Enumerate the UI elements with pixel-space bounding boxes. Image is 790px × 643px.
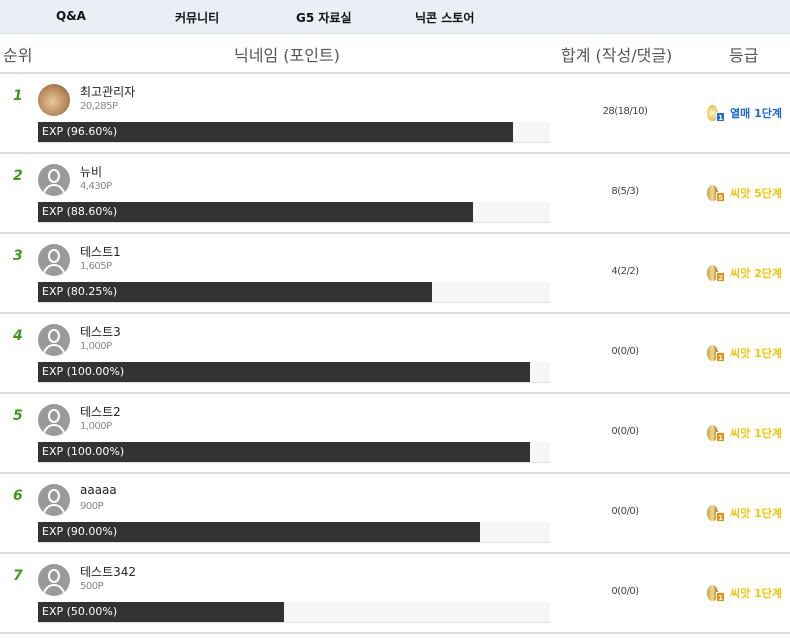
exp-label: EXP (100.00%): [42, 445, 125, 458]
nav-g5-files[interactable]: G5 자료실: [296, 11, 352, 25]
table-row: 1 최고관리자 20,285P EXP (96.60%) 28(18/10) 1…: [0, 74, 790, 154]
exp-bar-fill: [38, 282, 433, 302]
grade-label: 열매 1단계: [730, 107, 782, 120]
post-comment-total: 0(0/0): [611, 506, 639, 517]
post-comment-total: 0(0/0): [611, 586, 639, 597]
exp-bar: EXP (80.25%): [38, 282, 550, 303]
member-name[interactable]: 테스트2: [80, 405, 121, 419]
exp-label: EXP (96.60%): [42, 125, 118, 138]
grade: 1 씨앗 1단계: [705, 424, 782, 442]
header-rank: 순위: [3, 46, 33, 65]
member-name[interactable]: 테스트1: [80, 245, 121, 259]
exp-bar: EXP (88.60%): [38, 202, 550, 223]
member-name[interactable]: aaaaa: [80, 483, 117, 497]
grade-label: 씨앗 1단계: [730, 587, 782, 600]
table-row: 3 테스트1 1,605P EXP (80.25%) 4(2/2) 2 씨앗 2…: [0, 234, 790, 314]
member-points: 500P: [80, 581, 104, 592]
seed-grade-icon: 2: [705, 264, 727, 282]
header-total: 합계 (작성/댓글): [561, 46, 673, 65]
exp-bar-fill: [38, 362, 530, 382]
exp-bar: EXP (100.00%): [38, 362, 550, 383]
fruit-grade-icon: 1: [705, 104, 727, 122]
rank-number: 6: [13, 488, 23, 504]
grade: 1 씨앗 1단계: [705, 504, 782, 522]
nav-nickcon-store[interactable]: 닉콘 스토어: [415, 11, 475, 25]
grade: 2 씨앗 2단계: [705, 264, 782, 282]
avatar[interactable]: [38, 484, 70, 516]
avatar[interactable]: [38, 164, 70, 196]
grade: 1 씨앗 1단계: [705, 344, 782, 362]
grade: 1 열매 1단계: [705, 104, 782, 122]
table-row: 2 뉴비 4,430P EXP (88.60%) 8(5/3) 5 씨앗 5단계: [0, 154, 790, 234]
post-comment-total: 0(0/0): [611, 426, 639, 437]
member-name[interactable]: 테스트3: [80, 325, 121, 339]
exp-label: EXP (88.60%): [42, 205, 118, 218]
grade-label: 씨앗 1단계: [730, 507, 782, 520]
member-name[interactable]: 테스트342: [80, 565, 137, 579]
rank-number: 3: [13, 248, 23, 264]
table-row: 7 테스트342 500P EXP (50.00%) 0(0/0) 1 씨앗 1…: [0, 554, 790, 634]
post-comment-total: 4(2/2): [611, 266, 639, 277]
exp-bar-fill: [38, 122, 513, 142]
seed-grade-icon: 1: [705, 344, 727, 362]
member-points: 1,605P: [80, 261, 112, 272]
exp-bar: EXP (96.60%): [38, 122, 550, 143]
top-nav: Q&A 커뮤니티 G5 자료실 닉콘 스토어: [0, 0, 790, 34]
grade: 1 씨앗 1단계: [705, 584, 782, 602]
rank-number: 1: [13, 88, 23, 104]
seed-grade-icon: 5: [705, 184, 727, 202]
rank-number: 2: [13, 168, 23, 184]
member-name[interactable]: 뉴비: [80, 165, 103, 179]
grade-label: 씨앗 1단계: [730, 427, 782, 440]
exp-label: EXP (90.00%): [42, 525, 118, 538]
table-row: 5 테스트2 1,000P EXP (100.00%) 0(0/0) 1 씨앗 …: [0, 394, 790, 474]
avatar[interactable]: [38, 404, 70, 436]
avatar[interactable]: [38, 244, 70, 276]
post-comment-total: 8(5/3): [611, 186, 639, 197]
table-row: 4 테스트3 1,000P EXP (100.00%) 0(0/0) 1 씨앗 …: [0, 314, 790, 394]
rank-number: 4: [13, 328, 23, 344]
exp-label: EXP (80.25%): [42, 285, 118, 298]
avatar[interactable]: [38, 84, 70, 116]
exp-bar: EXP (50.00%): [38, 602, 550, 623]
member-points: 4,430P: [80, 181, 112, 192]
header-grade: 등급: [729, 46, 759, 65]
post-comment-total: 0(0/0): [611, 346, 639, 357]
grade: 5 씨앗 5단계: [705, 184, 782, 202]
member-points: 1,000P: [80, 421, 112, 432]
post-comment-total: 28(18/10): [602, 106, 648, 117]
grade-label: 씨앗 5단계: [730, 187, 782, 200]
seed-grade-icon: 1: [705, 584, 727, 602]
member-name[interactable]: 최고관리자: [80, 85, 136, 99]
member-points: 20,285P: [80, 101, 118, 112]
seed-grade-icon: 1: [705, 424, 727, 442]
avatar[interactable]: [38, 564, 70, 596]
nav-community[interactable]: 커뮤니티: [175, 11, 220, 25]
exp-label: EXP (100.00%): [42, 365, 125, 378]
exp-bar-fill: [38, 522, 481, 542]
member-points: 900P: [80, 501, 104, 512]
avatar[interactable]: [38, 324, 70, 356]
seed-grade-icon: 1: [705, 504, 727, 522]
exp-bar-fill: [38, 442, 530, 462]
member-points: 1,000P: [80, 341, 112, 352]
grade-label: 씨앗 2단계: [730, 267, 782, 280]
exp-label: EXP (50.00%): [42, 605, 118, 618]
exp-bar: EXP (100.00%): [38, 442, 550, 463]
rank-number: 5: [13, 408, 23, 424]
table-header: 순위 닉네임 (포인트) 합계 (작성/댓글) 등급: [0, 34, 790, 74]
nav-qna[interactable]: Q&A: [56, 9, 86, 23]
exp-bar-fill: [38, 202, 474, 222]
header-nickname: 닉네임 (포인트): [234, 46, 340, 65]
table-row: 6 aaaaa 900P EXP (90.00%) 0(0/0) 1 씨앗 1단…: [0, 474, 790, 554]
exp-bar-fill: [38, 602, 284, 622]
grade-label: 씨앗 1단계: [730, 347, 782, 360]
exp-bar: EXP (90.00%): [38, 522, 550, 543]
rank-number: 7: [13, 568, 23, 584]
